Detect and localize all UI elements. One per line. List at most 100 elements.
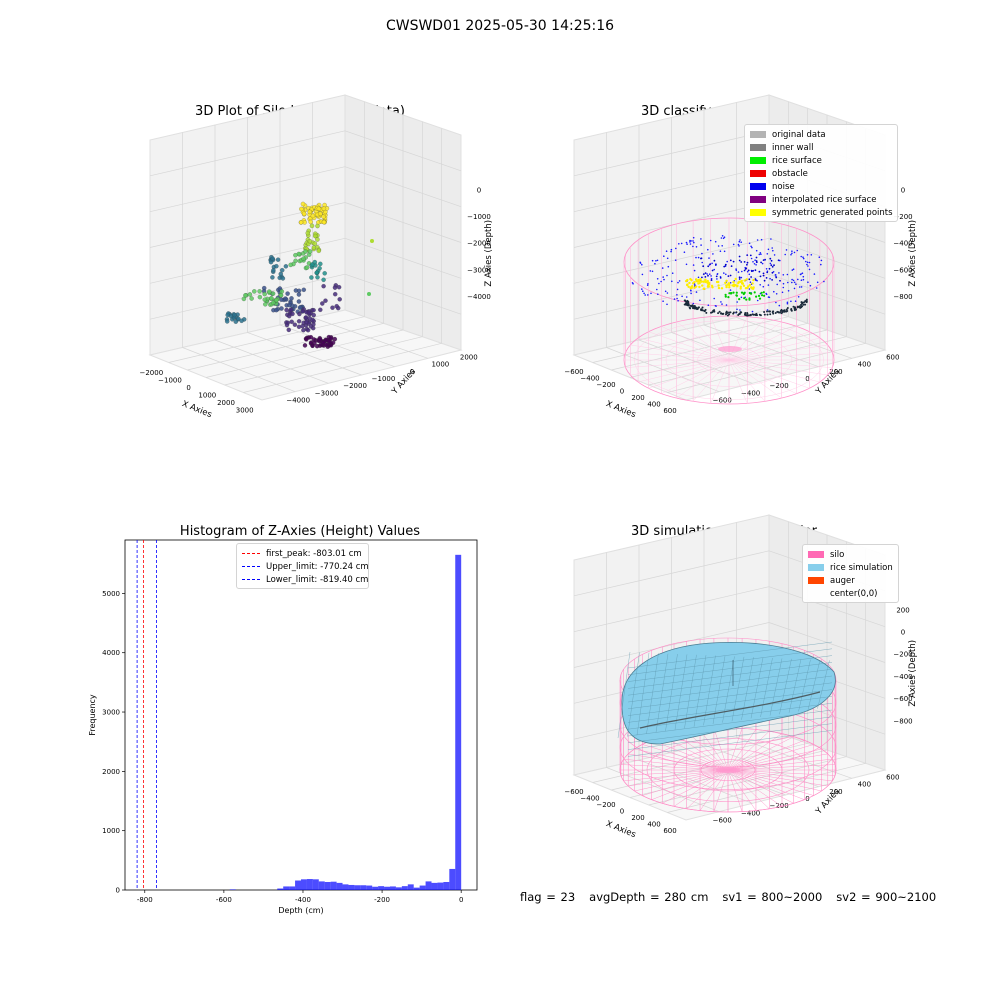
histogram-bar (419, 885, 426, 890)
silo-floor-line (728, 316, 748, 361)
histogram-y-tick: 5000 (102, 590, 120, 598)
noise-point (670, 250, 672, 253)
noise-point (752, 261, 754, 263)
mesh-line (627, 682, 833, 709)
raw-point (292, 322, 298, 327)
classify-legend-swatch (750, 144, 766, 151)
noise-point (769, 257, 772, 260)
classify-legend-label: rice surface (772, 155, 822, 166)
symmetric-point (724, 281, 727, 285)
noise-point (751, 270, 753, 273)
noise-point (675, 247, 677, 250)
raw-point (318, 307, 323, 312)
raw-point (296, 319, 302, 324)
simulation-legend-swatch (808, 551, 824, 558)
noise-point (756, 239, 759, 241)
classify-legend-label: symmetric generated points (772, 207, 893, 218)
mesh-line (627, 662, 833, 689)
classify-y-tick: −200 (769, 382, 788, 390)
noise-point (787, 290, 790, 292)
silo-floor-line (630, 359, 730, 376)
noise-point (683, 251, 686, 253)
noise-point (723, 265, 726, 268)
interpolated-point (804, 303, 807, 306)
mesh-line (769, 658, 783, 716)
noise-point (769, 262, 772, 265)
noise-point (797, 296, 800, 298)
interpolated-point (785, 310, 788, 313)
simulation-legend: silo rice simulation auger center(0,0) (802, 544, 899, 603)
noise-point (663, 255, 665, 257)
noise-point (647, 294, 649, 296)
noise-point (677, 281, 679, 284)
noise-point (779, 279, 781, 282)
raw-point (321, 340, 326, 345)
histogram-legend-item: first_peak: -803.01 cm (242, 547, 363, 560)
raw-point (333, 292, 338, 297)
noise-point (823, 280, 825, 283)
noise-point (794, 300, 797, 303)
raw-point (315, 223, 320, 229)
raw-point (299, 206, 304, 212)
simulation-legend-swatch (808, 577, 824, 584)
raw-point (287, 302, 292, 308)
noise-point (754, 269, 757, 272)
rice-surface-point (757, 294, 761, 297)
noise-point (713, 297, 715, 300)
noise-point (782, 286, 785, 289)
histogram-bar (449, 868, 456, 890)
raw-y-tick: 1000 (431, 361, 449, 369)
raw-point (321, 214, 326, 219)
classify-z-tick: −600 (893, 266, 912, 274)
raw-point (330, 305, 335, 310)
interpolated-point (768, 310, 771, 313)
classify-legend-item: inner wall (750, 141, 892, 154)
noise-point (646, 284, 649, 287)
silo-floor-line (728, 359, 797, 394)
noise-point (666, 274, 668, 277)
interpolated-point (797, 305, 800, 308)
noise-point (651, 270, 654, 273)
symmetric-point (702, 280, 705, 283)
classify-legend-item: rice surface (750, 154, 892, 167)
raw-point (297, 311, 302, 317)
silo-floor-line (728, 359, 820, 383)
simulation-legend-item: rice simulation (808, 561, 893, 574)
noise-point (641, 273, 644, 276)
rice-surface-point (735, 294, 739, 297)
symmetric-point (744, 287, 748, 290)
noise-point (715, 263, 717, 266)
simulation-y-tick: −400 (741, 809, 760, 817)
raw-x-tick: −1000 (158, 376, 182, 384)
interpolated-point (800, 303, 802, 306)
interpolated-point (687, 304, 690, 307)
noise-point (748, 278, 751, 281)
noise-point (674, 259, 677, 262)
histogram-x-tick: -600 (216, 896, 232, 904)
symmetric-point (732, 280, 735, 284)
noise-point (767, 248, 770, 251)
rice-surface-point (753, 291, 756, 294)
raw-point (301, 256, 306, 261)
noise-point (671, 272, 674, 275)
mesh-line (627, 703, 833, 730)
classify-x-label: X Axies (604, 399, 637, 420)
raw-point (239, 318, 244, 323)
silo-floor-line (661, 359, 730, 394)
mesh-line (627, 648, 833, 675)
interpolated-point (763, 311, 766, 313)
noise-point (772, 249, 774, 252)
noise-point (725, 273, 727, 276)
histogram-legend-item: Upper_limit: -770.24 cm (242, 560, 369, 573)
noise-point (775, 276, 778, 279)
noise-point (771, 265, 774, 268)
raw-point (270, 256, 275, 261)
noise-point (787, 281, 789, 284)
noise-point (798, 286, 801, 288)
classify-x-tick: 200 (631, 394, 644, 402)
raw-point (316, 248, 321, 253)
raw-point (314, 270, 319, 275)
simulation-y-tick: −200 (769, 802, 788, 810)
sim-floor-ring (700, 759, 756, 781)
raw-x-tick: 0 (186, 384, 190, 392)
